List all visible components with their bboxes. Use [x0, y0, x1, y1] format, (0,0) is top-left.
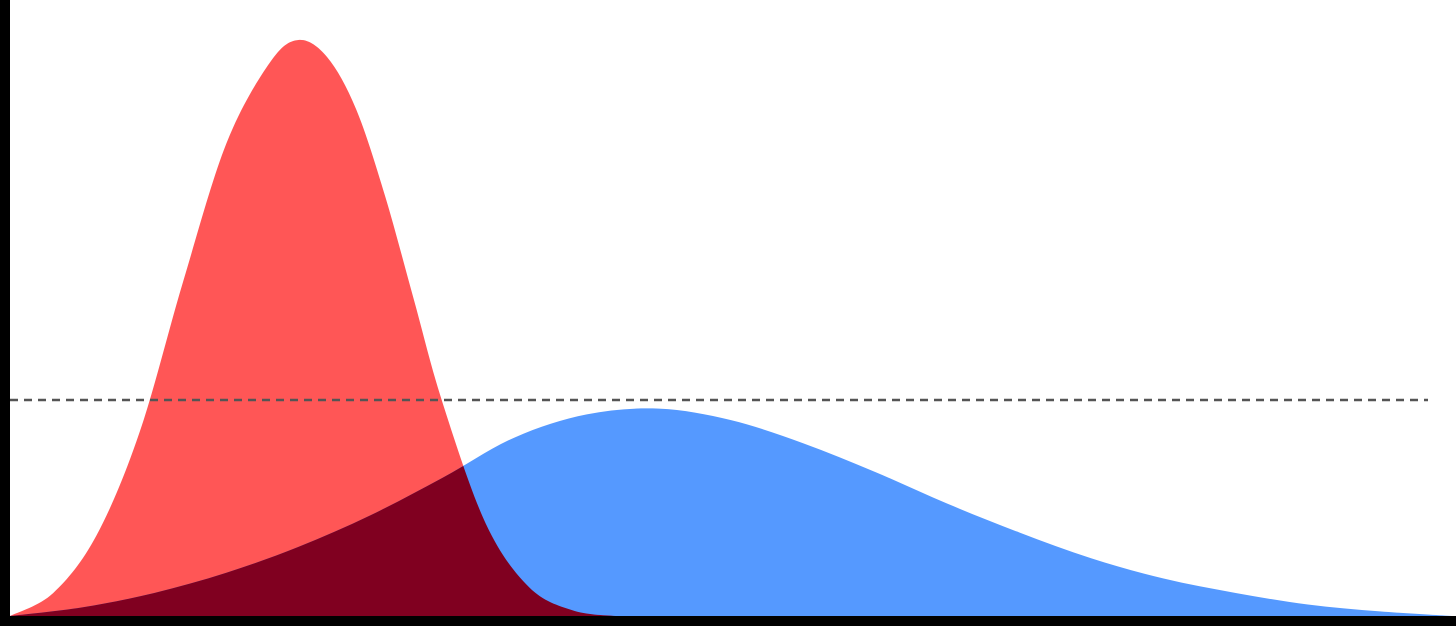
overlap-area [10, 408, 645, 616]
series-area-1 [10, 39, 645, 617]
overlays [10, 398, 1428, 616]
series-areas [10, 39, 1452, 617]
